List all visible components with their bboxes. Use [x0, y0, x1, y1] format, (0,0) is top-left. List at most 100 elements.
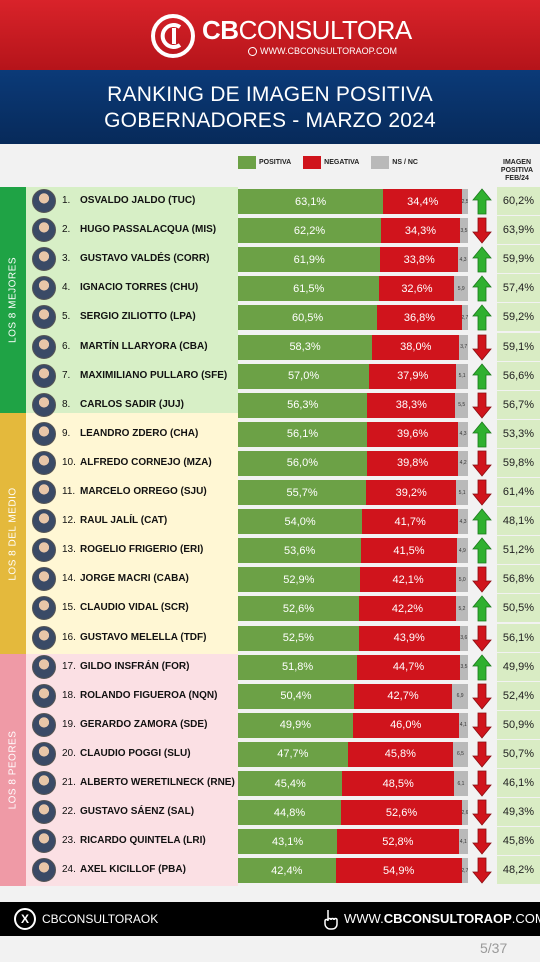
bar-segment-ns: 4,9: [456, 538, 468, 564]
bar-segment-ns: 5,1: [456, 363, 468, 389]
bar-segment-positive: 49,9%: [238, 712, 353, 738]
bar-segment-negative: 34,4%: [383, 189, 463, 214]
rank-number: 15.: [62, 602, 76, 614]
page-number: 5/37: [480, 940, 508, 956]
governor-name: CLAUDIO VIDAL (SCR): [80, 602, 189, 614]
previous-value: 59,9%: [497, 245, 540, 275]
cb-consultora-logo: CBCONSULTORA WWW.CBCONSULTORAOP.COM: [150, 8, 412, 64]
website-name: CBCONSULTORAOP: [383, 911, 512, 926]
previous-column-header: IMAGEN POSITIVA FEB/24: [494, 159, 540, 183]
rank-number: 2.: [62, 224, 71, 236]
ranking-row: 18. ROLANDO FIGUEROA (NQN) 50,4% 42,7% 6,9 52…: [0, 681, 540, 711]
chart-title-line-1: RANKING DE IMAGEN POSITIVA: [107, 83, 433, 106]
ranking-row: 11. MARCELO ORREGO (SJU) 55,7% 39,2% 5,1 61,4…: [0, 478, 540, 507]
ranking-row: 23. RICARDO QUINTELA (LRI) 43,1% 52,8% 4,1 45…: [0, 827, 540, 857]
previous-value: 45,8%: [497, 827, 540, 857]
social-handle[interactable]: CBCONSULTORAOK: [42, 912, 159, 926]
trend-up-arrow-icon: [472, 653, 492, 680]
rank-number: 16.: [62, 631, 76, 643]
governor-name: IGNACIO TORRES (CHU): [80, 282, 199, 294]
bar-segment-positive: 56,0%: [238, 450, 367, 476]
stacked-bar: 44,8% 52,6% 2,6: [238, 800, 468, 826]
governor-name: HUGO PASSALACQUA (MIS): [80, 224, 217, 236]
governor-avatar: [32, 450, 56, 475]
governor-avatar: [32, 538, 56, 563]
stacked-bar: 61,5% 32,6% 5,9: [238, 276, 468, 302]
stacked-bar: 55,7% 39,2% 5,1: [238, 480, 468, 505]
governor-name: CARLOS SADIR (JUJ): [80, 398, 184, 410]
stacked-bar: 63,1% 34,4% 2,5: [238, 189, 468, 214]
rank-number: 22.: [62, 806, 76, 818]
bar-segment-ns: 5,0: [456, 567, 468, 593]
bar-segment-positive: 52,9%: [238, 567, 360, 593]
ranking-row: 6. MARTÍN LLARYORA (CBA) 58,3% 38,0% 3,7 59,1…: [0, 332, 540, 362]
bar-segment-positive: 61,5%: [238, 276, 380, 302]
trend-up-arrow-icon: [472, 246, 492, 273]
rank-number: 1.: [62, 195, 71, 206]
rank-number: 6.: [62, 340, 71, 352]
trend-down-arrow-icon: [472, 217, 492, 244]
trend-down-arrow-icon: [472, 392, 492, 419]
globe-icon: [248, 46, 257, 56]
governor-name: MARTÍN LLARYORA (CBA): [80, 340, 208, 352]
bar-segment-positive: 57,0%: [238, 363, 370, 389]
stacked-bar: 51,8% 44,7% 3,5: [238, 654, 468, 680]
governor-avatar: [32, 509, 56, 534]
trend-down-arrow-icon: [472, 683, 492, 710]
governor-name: ROGELIO FRIGERIO (ERI): [80, 544, 204, 556]
ranking-row: 24. AXEL KICILLOF (PBA) 42,4% 54,9% 2,7 48,2%: [0, 856, 540, 886]
governor-name: MAXIMILIANO PULLARO (SFE): [80, 369, 228, 381]
group-background-middle: [26, 413, 238, 654]
governor-name: OSVALDO JALDO (TUC): [80, 195, 196, 206]
bar-segment-negative: 41,5%: [361, 538, 457, 564]
bar-segment-ns: 6,1: [453, 771, 468, 796]
bar-segment-negative: 32,6%: [379, 276, 455, 302]
legend-swatch-negative: [303, 156, 322, 169]
ranking-row: 17. GILDO INSFRÁN (FOR) 51,8% 44,7% 3,5 49,9%: [0, 652, 540, 682]
bar-segment-positive: 56,3%: [238, 392, 368, 418]
bar-segment-negative: 44,7%: [357, 654, 460, 680]
bar-segment-positive: 61,9%: [238, 247, 381, 273]
bar-segment-ns: 3,6: [459, 625, 468, 651]
bar-segment-ns: 2,6: [462, 800, 468, 826]
x-social-icon[interactable]: X: [14, 908, 36, 930]
governor-avatar: [32, 654, 56, 679]
bar-segment-positive: 53,6%: [238, 538, 362, 564]
bar-segment-positive: 56,1%: [238, 421, 368, 447]
rank-number: 18.: [62, 689, 76, 701]
previous-value: 48,1%: [497, 507, 540, 537]
bar-segment-negative: 52,6%: [341, 800, 462, 826]
bar-segment-ns: 2,5: [462, 189, 468, 214]
ranking-row: 15. CLAUDIO VIDAL (SCR) 52,6% 42,2% 5,2 50,5%: [0, 594, 540, 624]
rank-number: 17.: [62, 660, 76, 672]
legend: POSITIVA NEGATIVA NS / NC: [238, 156, 430, 169]
governor-name: LEANDRO ZDERO (CHA): [80, 427, 199, 439]
bar-segment-negative: 46,0%: [352, 712, 459, 738]
stacked-bar: 47,7% 45,8% 6,5: [238, 741, 468, 767]
bar-segment-ns: 4,2: [458, 450, 468, 476]
trend-down-arrow-icon: [472, 334, 492, 361]
rank-number: 24.: [62, 864, 76, 876]
governor-name: RICARDO QUINTELA (LRI): [80, 835, 206, 847]
previous-value: 49,9%: [497, 652, 540, 682]
governor-avatar: [32, 334, 56, 359]
rank-number: 13.: [62, 544, 76, 556]
bar-segment-negative: 42,7%: [353, 683, 453, 709]
bar-segment-negative: 45,8%: [347, 741, 454, 767]
bar-segment-ns: 4,1: [458, 712, 468, 738]
chart-title-line-2: GOBERNADORES - MARZO 2024: [104, 109, 436, 132]
governor-avatar: [32, 421, 56, 446]
previous-value: 46,1%: [497, 769, 540, 798]
rank-number: 4.: [62, 282, 71, 294]
governor-name: GUSTAVO MELELLA (TDF): [80, 631, 207, 643]
bar-segment-negative: 39,6%: [367, 421, 459, 447]
governor-avatar: [32, 596, 56, 621]
bar-segment-ns: 4,1: [458, 829, 468, 855]
governor-avatar: [32, 305, 56, 330]
website-prefix: WWW.: [344, 911, 384, 926]
governor-avatar: [32, 683, 56, 708]
website-link[interactable]: WWW.CBCONSULTORAOP.COM: [344, 911, 540, 926]
rank-number: 12.: [62, 515, 76, 527]
bar-segment-negative: 34,3%: [381, 218, 460, 244]
previous-value: 50,9%: [497, 710, 540, 740]
